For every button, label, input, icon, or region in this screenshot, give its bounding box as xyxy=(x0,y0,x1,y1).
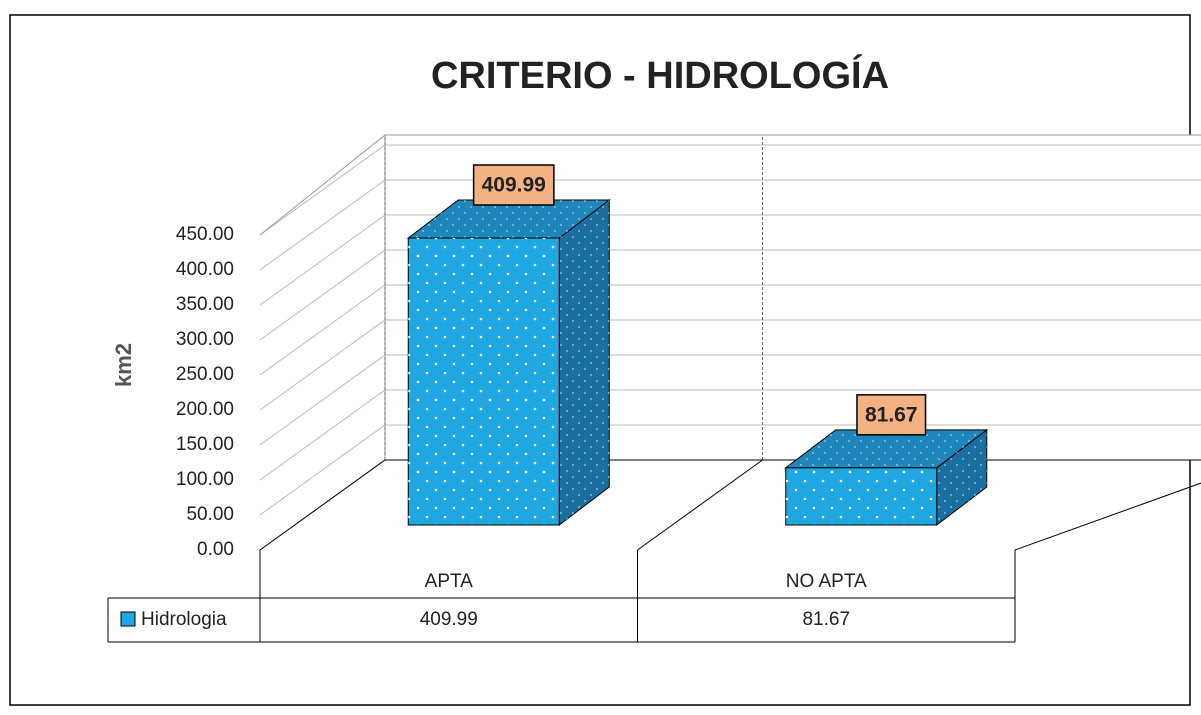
data-label-box xyxy=(472,164,555,206)
y-tick-label: 200.00 xyxy=(176,399,234,420)
x-tick-label: NO APTA xyxy=(786,571,867,592)
y-tick-label: 450.00 xyxy=(176,224,234,245)
legend-swatch xyxy=(120,611,136,627)
side-wall-edge xyxy=(259,134,386,236)
bar-dots xyxy=(408,238,560,525)
chart-title: CRITERIO - HIDROLOGÍA xyxy=(431,53,889,97)
table-value: 409.99 xyxy=(420,609,478,630)
y-tick-label: 300.00 xyxy=(176,329,234,350)
y-tick-label: 50.00 xyxy=(186,504,234,525)
bar-side-dots xyxy=(936,429,987,525)
bar-top-dots xyxy=(408,200,610,239)
x-tick-label: APTA xyxy=(425,571,474,592)
floor-divider xyxy=(637,459,763,551)
data-label: 409.99 xyxy=(482,174,546,197)
data-label-box xyxy=(856,394,927,436)
bar-side-dots xyxy=(559,200,610,525)
y-tick-label: 350.00 xyxy=(176,294,234,315)
y-tick-label: 250.00 xyxy=(176,364,234,385)
legend-label: Hidrologia xyxy=(141,609,227,630)
table-value: 81.67 xyxy=(802,609,850,630)
y-tick-label: 0.00 xyxy=(197,539,234,560)
y-tick-label: 150.00 xyxy=(176,434,234,455)
bar-dots xyxy=(785,467,937,525)
y-tick-label: 400.00 xyxy=(176,259,234,280)
y-tick-label: 100.00 xyxy=(176,469,234,490)
data-label: 81.67 xyxy=(865,403,918,426)
y-axis-label: km2 xyxy=(111,343,136,387)
bar-top-dots xyxy=(785,429,987,468)
